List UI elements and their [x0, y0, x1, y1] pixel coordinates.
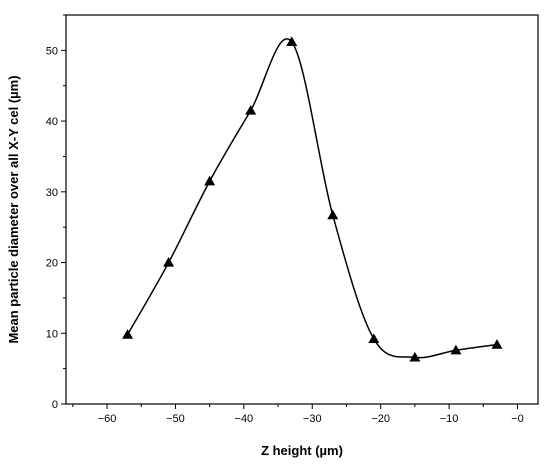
x-axis: −60 −50 −40 −30 −20 −10 −0 [72, 404, 524, 425]
y-tick-label: 20 [46, 258, 58, 270]
series-group [122, 36, 503, 362]
y-tick-label: 0 [52, 399, 58, 411]
data-point-marker [286, 36, 298, 47]
y-tick-label: 10 [46, 328, 58, 340]
x-tick-label: −20 [371, 413, 390, 425]
series-line [126, 38, 498, 359]
y-tick-label: 40 [46, 116, 58, 128]
data-point-marker [450, 344, 462, 355]
y-axis: 0 10 20 30 40 50 [46, 14, 66, 411]
data-point-marker [122, 329, 134, 339]
x-tick-label: −50 [166, 413, 185, 425]
y-tick-label: 30 [46, 187, 58, 199]
x-tick-label: −30 [303, 413, 322, 425]
x-tick-label: −60 [98, 413, 117, 425]
y-tick-label: 50 [46, 45, 58, 57]
data-point-marker [327, 209, 339, 220]
data-point-marker [409, 351, 421, 362]
x-tick-label: −10 [440, 413, 459, 425]
data-point-marker [368, 333, 380, 344]
x-tick-label: −0 [511, 413, 524, 425]
plot-border [65, 14, 539, 405]
x-tick-label: −40 [235, 413, 254, 425]
y-axis-title: Mean particle diameter over all X-Y cel … [6, 75, 21, 343]
plot-frame [65, 14, 539, 405]
data-point-marker [491, 339, 503, 349]
data-point-marker [163, 257, 175, 267]
data-point-marker [204, 175, 216, 186]
x-axis-title: Z height (µm) [261, 443, 343, 458]
data-point-marker [245, 104, 257, 115]
